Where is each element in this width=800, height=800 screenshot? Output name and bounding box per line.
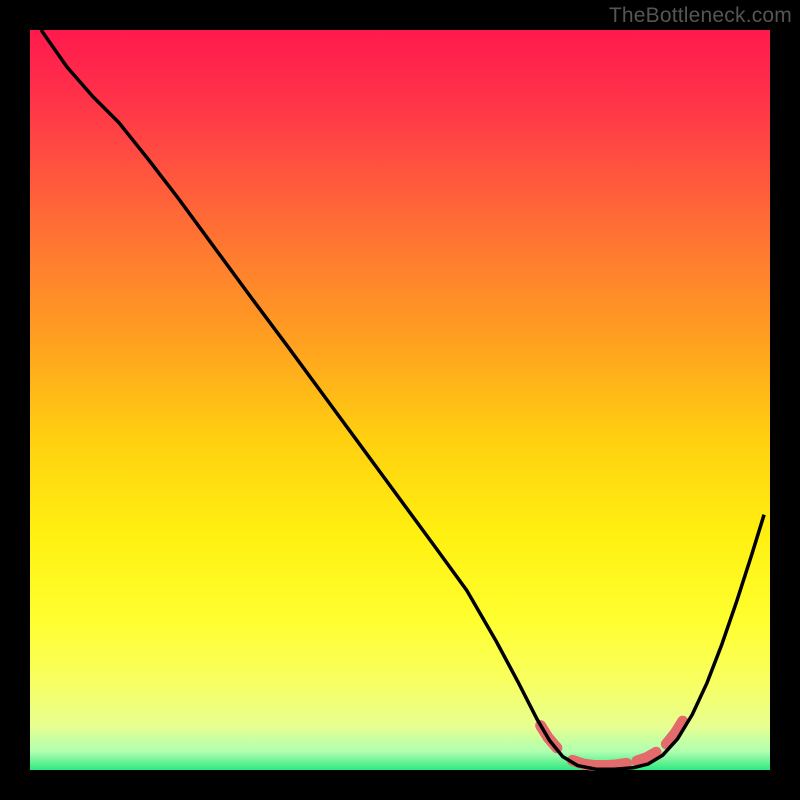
chart-canvas <box>0 0 800 800</box>
watermark-text: TheBottleneck.com <box>609 4 792 28</box>
gradient-background <box>30 30 770 770</box>
chart-svg <box>0 0 800 800</box>
